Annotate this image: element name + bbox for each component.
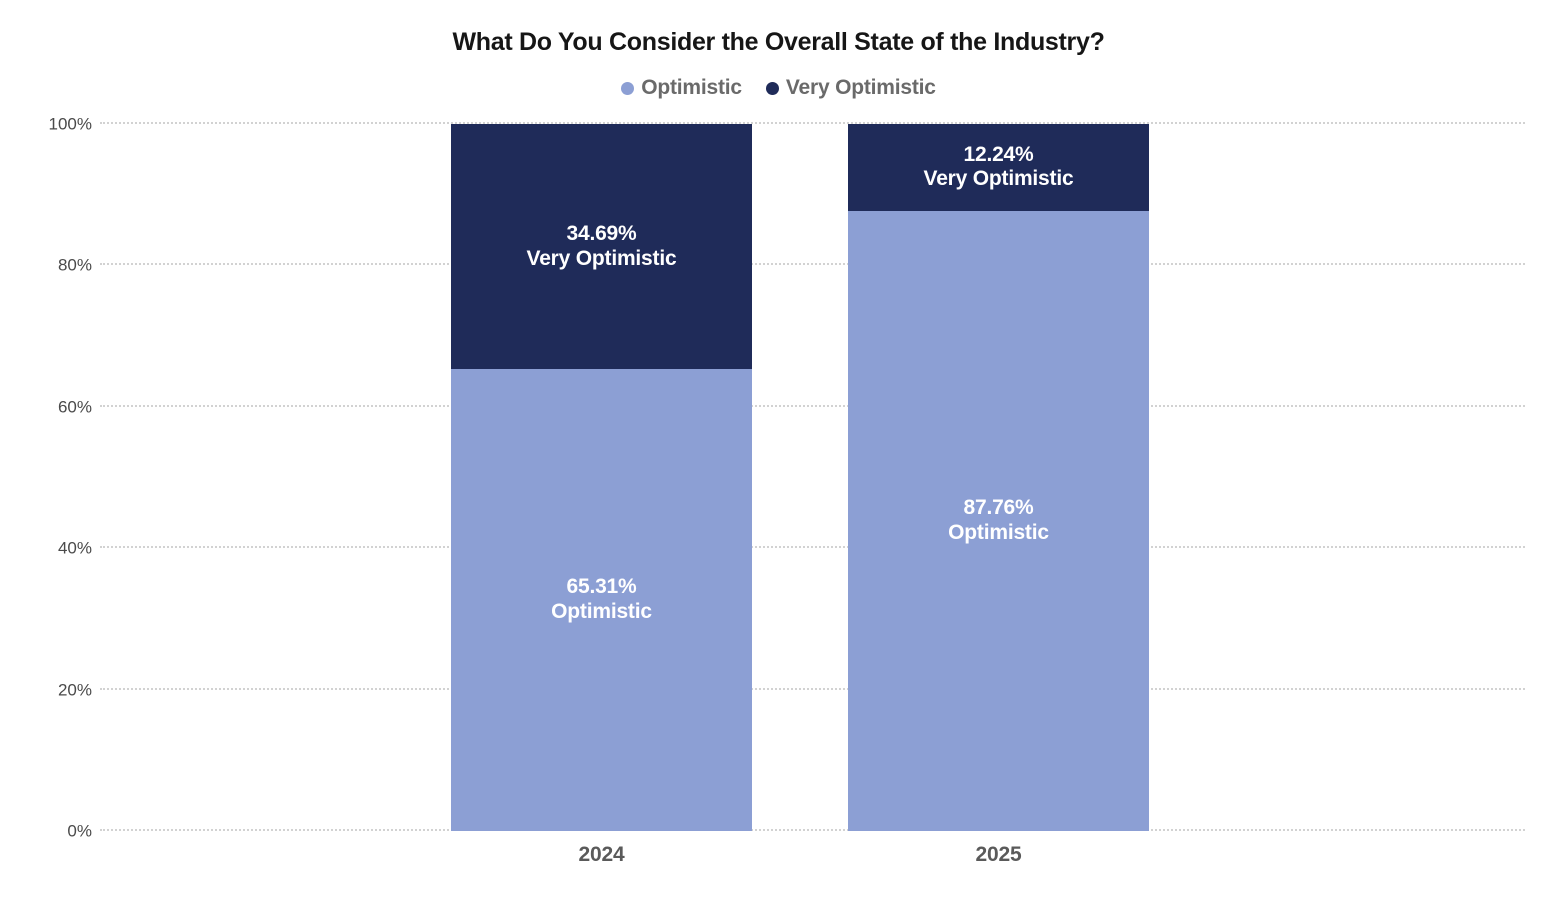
- y-tick-label-80%: 80%: [57, 255, 92, 275]
- legend-label-very-optimistic: Very Optimistic: [785, 76, 936, 99]
- gridline-80%: [100, 263, 1525, 266]
- legend-label-optimistic: Optimistic: [641, 76, 742, 99]
- bar-segment-2025-optimistic[interactable]: 87.76% Optimistic: [848, 210, 1149, 831]
- segment-series-name: Very Optimistic: [923, 167, 1074, 191]
- gridline-60%: [100, 404, 1525, 407]
- bar-2025: 87.76% Optimistic 12.24% Very Optimistic: [848, 124, 1149, 831]
- y-tick-label-100%: 100%: [48, 114, 92, 134]
- legend-item-very-optimistic[interactable]: Very Optimistic: [765, 76, 936, 100]
- legend-dot-optimistic-icon: [621, 81, 635, 95]
- bar-segment-label: 12.24% Very Optimistic: [848, 124, 1149, 211]
- legend-dot-very-optimistic-icon: [765, 81, 779, 95]
- y-tick-label-40%: 40%: [57, 538, 92, 558]
- x-tick-label-2025: 2025: [975, 843, 1022, 866]
- bar-segment-label: 87.76% Optimistic: [848, 211, 1149, 831]
- x-tick-label-2024: 2024: [578, 843, 625, 866]
- y-axis: 0% 20% 40% 60% 80% 100%: [0, 116, 92, 840]
- gridline-20%: [100, 687, 1525, 690]
- segment-series-name: Optimistic: [948, 520, 1049, 544]
- gridline-100%: [100, 122, 1525, 124]
- y-tick-label-20%: 20%: [57, 680, 92, 700]
- gridline-40%: [100, 546, 1525, 549]
- y-tick-label-60%: 60%: [57, 397, 92, 417]
- bar-segment-label: 65.31% Optimistic: [451, 369, 752, 831]
- segment-series-name: Very Optimistic: [526, 246, 677, 270]
- bar-2024: 65.31% Optimistic 34.69% Very Optimistic: [451, 124, 752, 831]
- segment-value: 87.76%: [963, 496, 1034, 519]
- segment-value: 34.69%: [566, 221, 637, 245]
- segment-value: 12.24%: [963, 142, 1034, 166]
- bar-segment-2024-very-optimistic[interactable]: 34.69% Very Optimistic: [451, 124, 752, 370]
- chart-title: What Do You Consider the Overall State o…: [452, 28, 1105, 56]
- segment-value: 65.31%: [566, 575, 637, 599]
- legend-item-optimistic[interactable]: Optimistic: [621, 76, 742, 100]
- bar-segment-2024-optimistic[interactable]: 65.31% Optimistic: [451, 369, 752, 831]
- chart-legend: Optimistic Very Optimistic: [0, 76, 1557, 100]
- gridline-0%: [100, 829, 1525, 831]
- bar-segment-2025-very-optimistic[interactable]: 12.24% Very Optimistic: [848, 124, 1149, 211]
- segment-series-name: Optimistic: [551, 600, 652, 624]
- bar-segment-label: 34.69% Very Optimistic: [451, 124, 752, 369]
- y-tick-label-0%: 0%: [67, 821, 92, 841]
- plot-area: 65.31% Optimistic 34.69% Very Optimistic 202…: [100, 122, 1525, 866]
